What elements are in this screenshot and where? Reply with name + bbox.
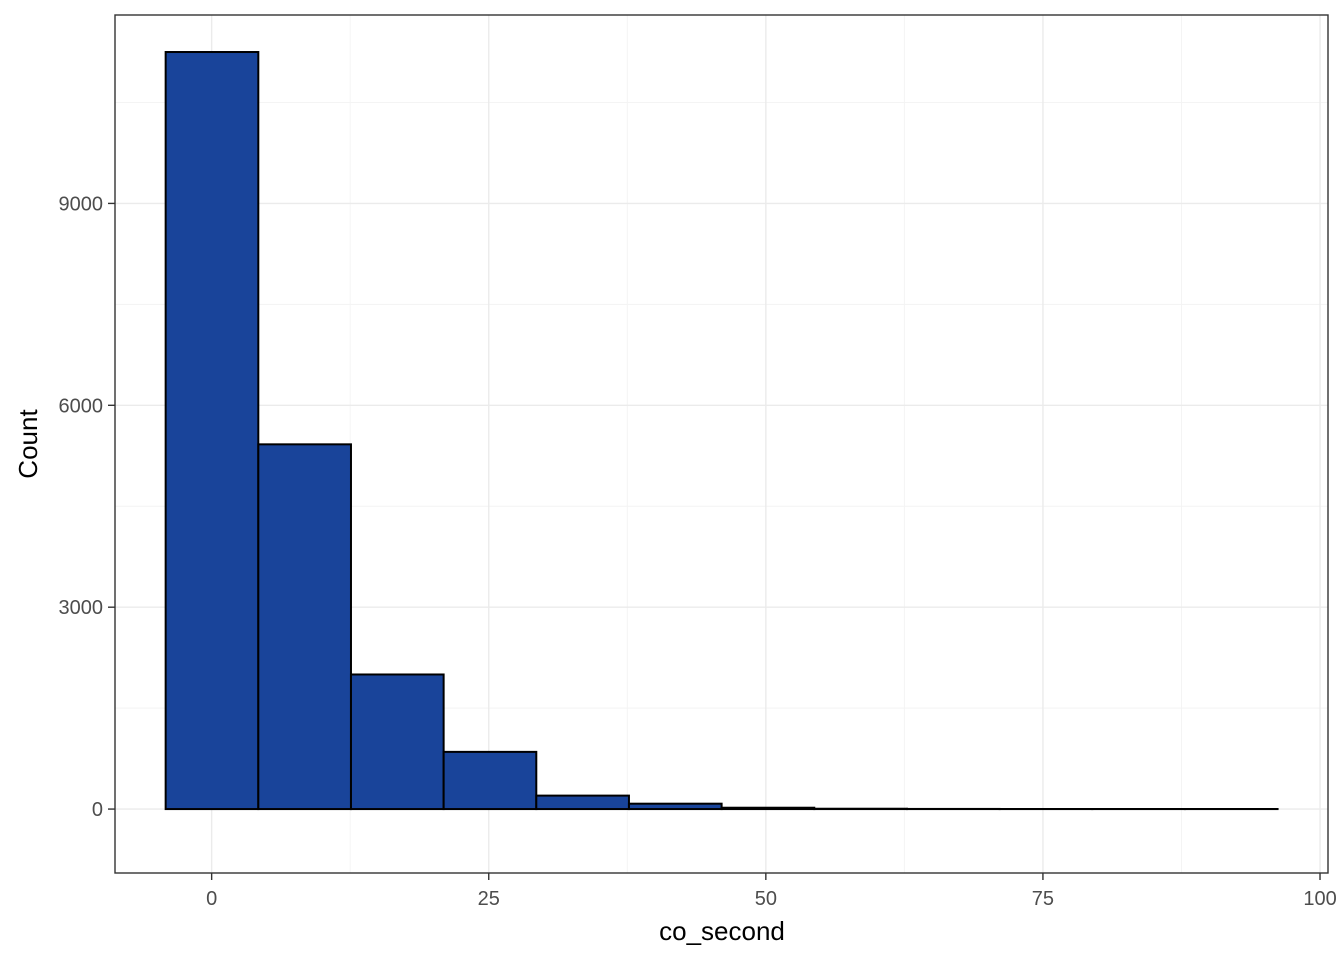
x-axis-title: co_second xyxy=(659,916,785,946)
histogram-bar xyxy=(535,794,630,811)
x-tick-label: 50 xyxy=(755,888,777,910)
histogram-bar xyxy=(257,443,352,811)
histogram-bars xyxy=(164,51,1279,811)
histogram-bar xyxy=(164,51,260,811)
x-tick-label: 0 xyxy=(206,888,217,910)
histogram-bar xyxy=(442,750,538,811)
x-tick-label: 75 xyxy=(1032,888,1054,910)
histogram-bar xyxy=(627,802,723,811)
histogram-bar xyxy=(720,806,816,811)
x-tick-label: 25 xyxy=(478,888,500,910)
y-tick-label: 6000 xyxy=(59,395,104,417)
y-axis: 0 3000 6000 9000 xyxy=(59,193,115,821)
y-tick-label: 3000 xyxy=(59,597,104,619)
y-axis-title: Count xyxy=(13,409,43,479)
x-tick-label: 100 xyxy=(1303,888,1336,910)
y-tick-label: 0 xyxy=(92,799,103,821)
panel-border xyxy=(114,14,1329,874)
histogram-bar xyxy=(349,673,445,811)
x-axis: 0 25 50 75 100 xyxy=(206,873,1337,910)
y-tick-label: 9000 xyxy=(59,193,104,215)
